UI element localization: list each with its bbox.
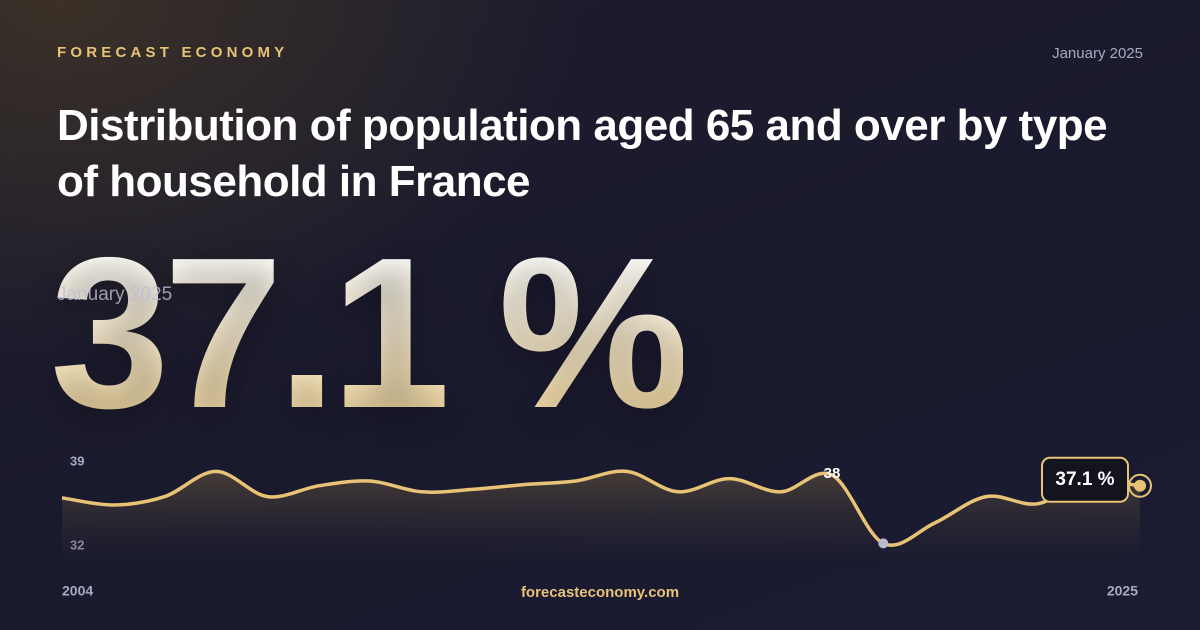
line — [61, 469, 1141, 547]
value-label: 37.1 % — [1055, 469, 1114, 490]
last-point — [1134, 479, 1146, 492]
value-label: 38 — [824, 465, 841, 482]
headline-date: January 2025 — [57, 284, 173, 305]
footer: forecasteconomy.com — [520, 584, 680, 601]
last-point-ring — [1128, 473, 1152, 498]
x-tick-label: 2025 — [1107, 583, 1138, 599]
min-point — [878, 538, 889, 549]
title: Distribution of population aged 65 and o… — [57, 101, 1108, 206]
y-tick-label: 39 — [70, 453, 84, 468]
date: January 2025 — [1052, 45, 1143, 62]
area — [62, 471, 1140, 565]
value-label-box — [1041, 456, 1129, 503]
x-tick-label: 2004 — [62, 583, 93, 599]
brand: FORECAST ECONOMY — [57, 44, 289, 61]
headline: 37.1 % — [50, 212, 689, 453]
